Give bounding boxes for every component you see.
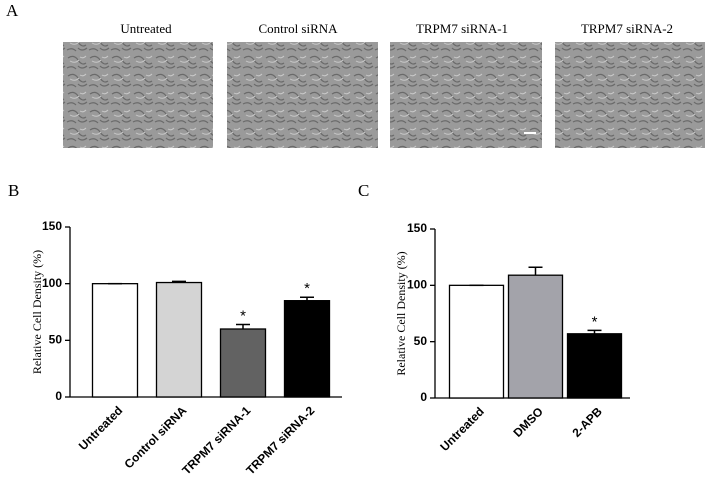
bar bbox=[155, 281, 203, 398]
error-bar bbox=[300, 296, 314, 301]
panel-label: C bbox=[358, 181, 369, 200]
significance-marker: * bbox=[304, 280, 310, 297]
bar bbox=[283, 300, 331, 398]
image-caption: Untreated bbox=[120, 21, 172, 36]
panel-label: B bbox=[8, 181, 19, 200]
x-tick-label: Untreated bbox=[437, 404, 487, 454]
error-bar bbox=[236, 323, 250, 329]
micrograph bbox=[390, 42, 542, 148]
x-tick-label: TRPM7 siRNA-2 bbox=[243, 403, 317, 477]
y-tick-label: 50 bbox=[49, 333, 63, 347]
bar bbox=[91, 283, 139, 398]
panel-label: A bbox=[6, 1, 19, 20]
bar bbox=[566, 333, 623, 399]
micrograph bbox=[555, 42, 705, 148]
x-tick-label: TRPM7 siRNA-1 bbox=[179, 403, 253, 477]
micrographs bbox=[63, 42, 705, 148]
x-tick-label: Untreated bbox=[76, 403, 126, 453]
y-tick-label: 50 bbox=[414, 334, 428, 348]
x-tick-label: DMSO bbox=[511, 404, 546, 439]
x-tick-label: 2-APB bbox=[569, 404, 605, 440]
bar bbox=[507, 274, 564, 399]
y-tick-label: 100 bbox=[407, 278, 427, 292]
y-axis-label: Relative Cell Density (%) bbox=[394, 251, 408, 375]
image-caption: TRPM7 siRNA-1 bbox=[416, 21, 508, 36]
image-caption: Control siRNA bbox=[258, 21, 338, 36]
micrograph bbox=[227, 42, 378, 148]
micrograph bbox=[63, 42, 213, 148]
error-bar bbox=[528, 266, 543, 276]
bar bbox=[448, 284, 505, 399]
y-tick-label: 0 bbox=[420, 390, 427, 404]
y-tick-label: 150 bbox=[407, 221, 427, 235]
x-tick-label: Control siRNA bbox=[121, 403, 189, 471]
error-bar bbox=[587, 329, 602, 334]
y-axis-label: Relative Cell Density (%) bbox=[30, 250, 44, 374]
y-tick-label: 150 bbox=[42, 219, 62, 233]
significance-marker: * bbox=[592, 313, 598, 330]
bar bbox=[219, 328, 267, 398]
y-tick-label: 100 bbox=[42, 276, 62, 290]
error-bar bbox=[172, 280, 186, 283]
image-caption: TRPM7 siRNA-2 bbox=[581, 21, 673, 36]
significance-marker: * bbox=[240, 307, 246, 324]
y-tick-label: 0 bbox=[55, 389, 62, 403]
